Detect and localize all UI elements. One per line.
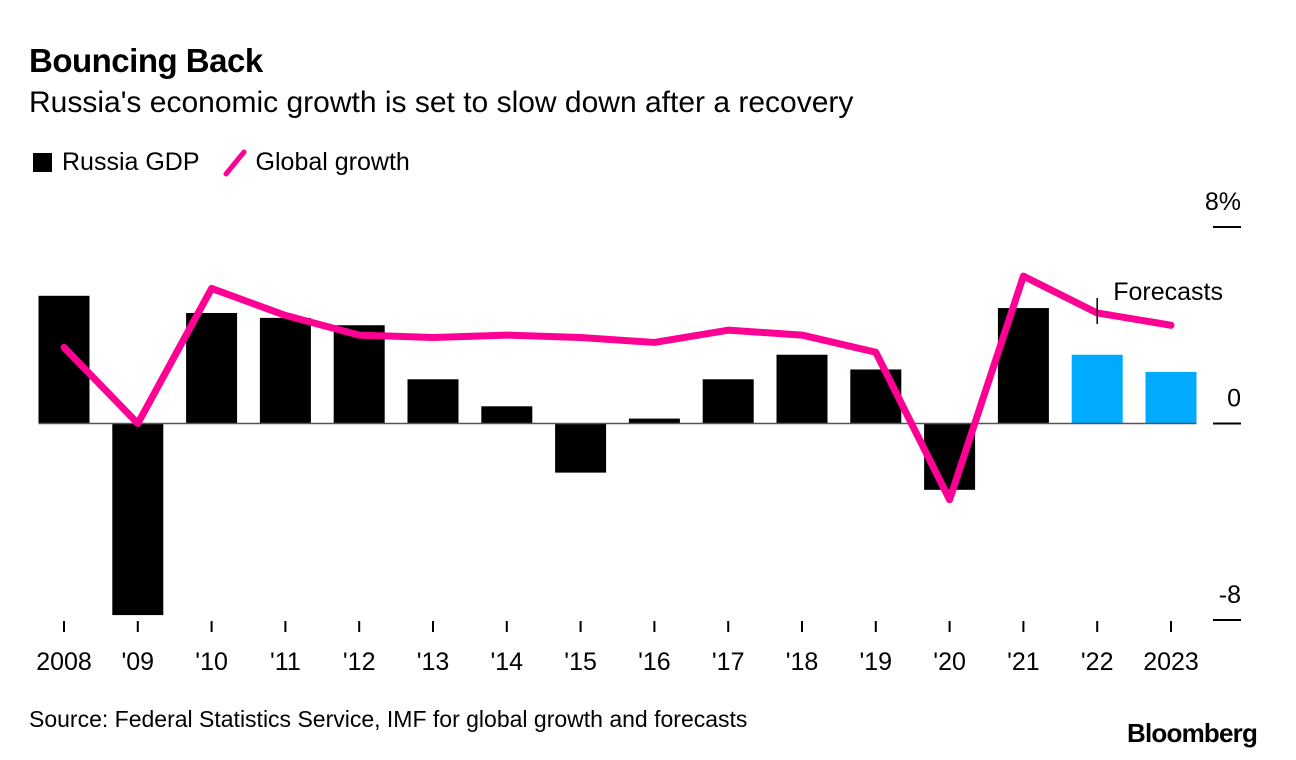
y-tick-label: -8 <box>1219 581 1241 609</box>
bar-22 <box>1071 354 1123 424</box>
x-tick-label: '14 <box>491 648 524 676</box>
legend-line-icon <box>222 149 248 177</box>
x-tick-label: '15 <box>564 648 597 676</box>
x-tick-label: '18 <box>786 648 819 676</box>
legend-label-global-growth: Global growth <box>255 148 410 176</box>
bar-2008 <box>38 295 90 424</box>
x-tick-label: '22 <box>1081 648 1114 676</box>
y-tick-label: 0 <box>1227 385 1241 413</box>
x-tick-label: '10 <box>195 648 228 676</box>
bar-11 <box>259 317 311 424</box>
chart-subtitle: Russia's economic growth is set to slow … <box>29 86 854 119</box>
legend-square-icon <box>33 153 52 172</box>
bar-13 <box>407 379 459 424</box>
x-tick-label: '21 <box>1007 648 1040 676</box>
x-tick-label: '20 <box>933 648 966 676</box>
x-tick-label: 2023 <box>1143 648 1199 676</box>
x-tick-label: '11 <box>270 648 301 676</box>
bar-15 <box>555 423 607 473</box>
forecast-annotation: Forecasts <box>1113 278 1223 306</box>
bar-16 <box>628 418 680 424</box>
y-tick-label: 8% <box>1205 188 1241 216</box>
x-tick-label: '16 <box>638 648 671 676</box>
bar-12 <box>333 325 385 424</box>
x-tick-label: '19 <box>860 648 893 676</box>
x-tick-label: '12 <box>343 648 376 676</box>
bar-14 <box>481 406 533 424</box>
x-tick-label: 2008 <box>36 648 92 676</box>
bar-09 <box>112 423 164 616</box>
bar-2023 <box>1145 371 1197 424</box>
bloomberg-logo: Bloomberg <box>1127 718 1258 748</box>
x-tick-label: '17 <box>712 648 745 676</box>
bar-18 <box>776 354 828 424</box>
legend-label-russia-gdp: Russia GDP <box>62 148 200 176</box>
x-tick-label: '13 <box>417 648 450 676</box>
global-growth-line <box>60 272 1175 504</box>
bar-19 <box>850 369 902 424</box>
bar-17 <box>702 379 754 424</box>
chart-title: Bouncing Back <box>29 42 263 79</box>
source-note: Source: Federal Statistics Service, IMF … <box>29 706 748 732</box>
x-tick-label: '09 <box>122 648 155 676</box>
legend: Russia GDP Global growth <box>33 148 410 177</box>
bar-10 <box>186 312 238 424</box>
